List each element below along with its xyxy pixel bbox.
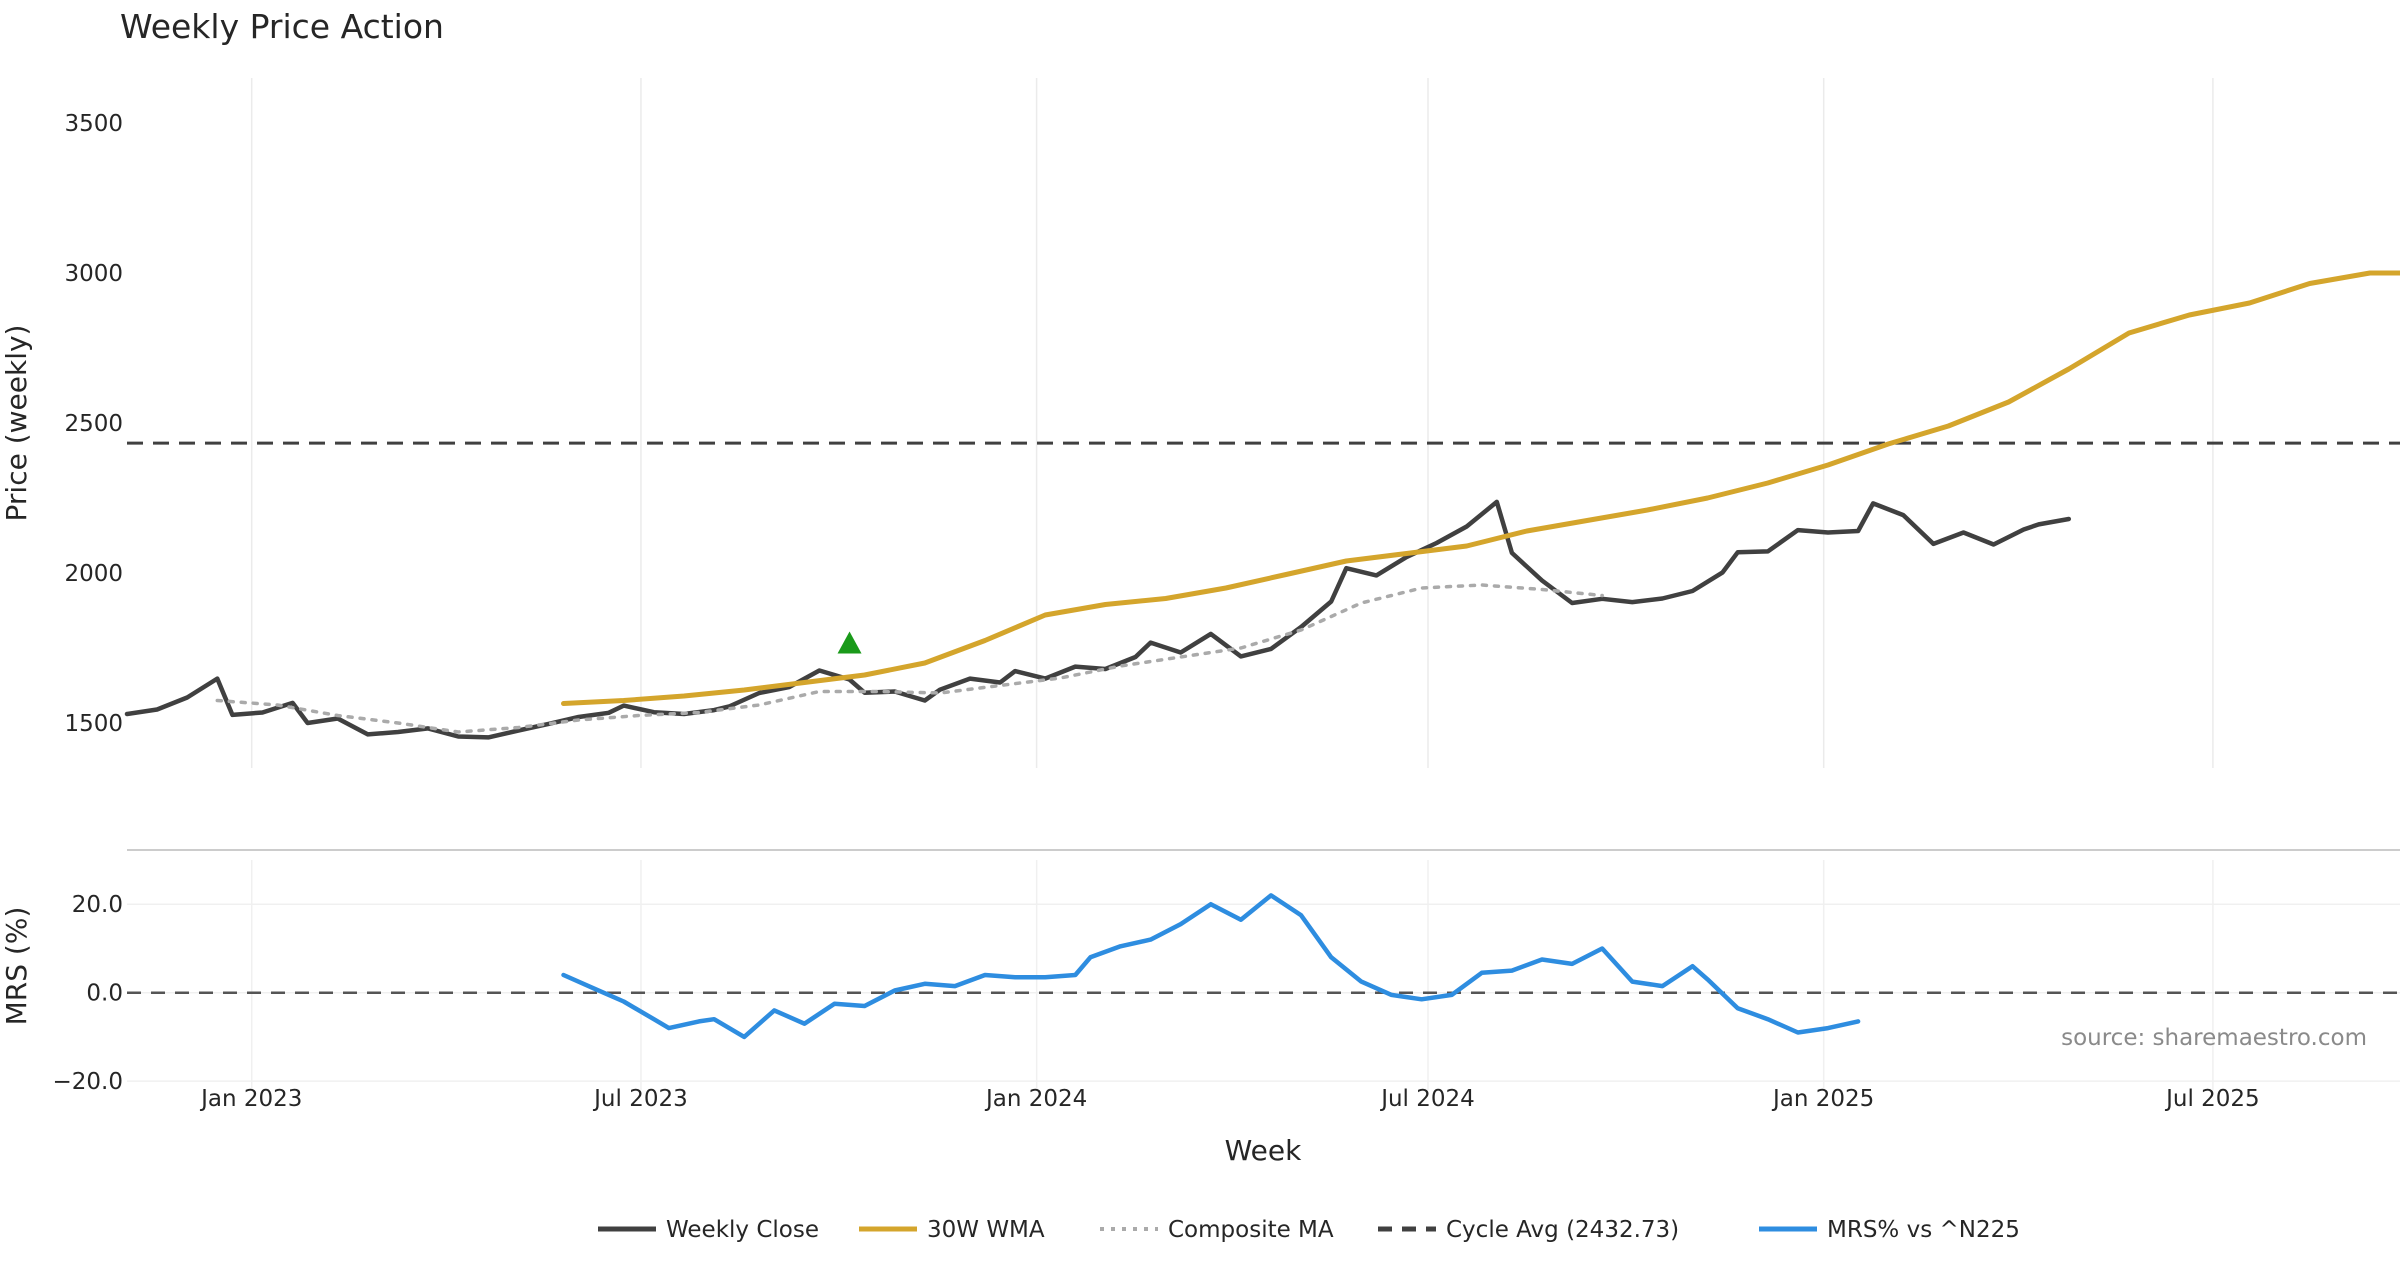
x-tick-label: Jan 2024 — [984, 1086, 1087, 1112]
mrs-series-group — [127, 895, 2400, 1037]
series-line-composite-ma — [217, 585, 1602, 732]
price-y-tick-label: 3500 — [64, 111, 123, 137]
mrs-grid — [127, 860, 2400, 1090]
price-grid — [252, 78, 2213, 768]
x-axis-ticks: Jan 2023 Jul 2023 Jan 2024 Jul 2024 Jan 2025… — [199, 1086, 2260, 1112]
x-tick-label: Jan 2023 — [199, 1086, 302, 1112]
price-panel: 1500 2000 2500 3000 3500 Price (weekly) — [0, 78, 2400, 768]
x-tick-label: Jul 2025 — [2164, 1086, 2260, 1112]
x-tick-label: Jul 2024 — [1379, 1086, 1475, 1112]
mrs-y-tick-label: 0.0 — [86, 981, 123, 1007]
mrs-panel: −20.0 0.0 20.0 MRS (%) source: sharemaestr… — [0, 860, 2400, 1095]
chart-title: Weekly Price Action — [120, 7, 444, 46]
price-y-ticks: 1500 2000 2500 3000 3500 — [64, 111, 123, 737]
legend-label: MRS% vs ^N225 — [1827, 1217, 2020, 1243]
price-series-group — [127, 273, 2400, 737]
mrs-y-axis-title: MRS (%) — [0, 907, 33, 1026]
legend-label: Cycle Avg (2432.73) — [1446, 1217, 1679, 1243]
x-tick-label: Jan 2025 — [1771, 1086, 1874, 1112]
mrs-y-tick-label: −20.0 — [53, 1069, 123, 1095]
x-axis-title: Week — [1225, 1134, 1302, 1167]
price-y-tick-label: 1500 — [64, 711, 123, 737]
legend-label: Composite MA — [1168, 1217, 1334, 1243]
legend-label: 30W WMA — [927, 1217, 1045, 1243]
buy-signal-marker — [838, 632, 862, 654]
chart-legend: Weekly Close 30W WMA Composite MA Cycle Avg… — [598, 1217, 2020, 1243]
legend-label: Weekly Close — [666, 1217, 819, 1243]
price-y-tick-label: 3000 — [64, 261, 123, 287]
mrs-series-line — [564, 895, 1859, 1037]
x-tick-label: Jul 2023 — [592, 1086, 688, 1112]
series-line-30w-wma — [564, 273, 2400, 704]
price-y-tick-label: 2000 — [64, 561, 123, 587]
mrs-y-ticks: −20.0 0.0 20.0 — [53, 892, 123, 1095]
price-y-axis-title: Price (weekly) — [0, 325, 33, 522]
price-y-tick-label: 2500 — [64, 411, 123, 437]
mrs-y-tick-label: 20.0 — [72, 892, 123, 918]
source-note: source: sharemaestro.com — [2061, 1025, 2367, 1051]
series-line-weekly-close — [127, 502, 2069, 738]
